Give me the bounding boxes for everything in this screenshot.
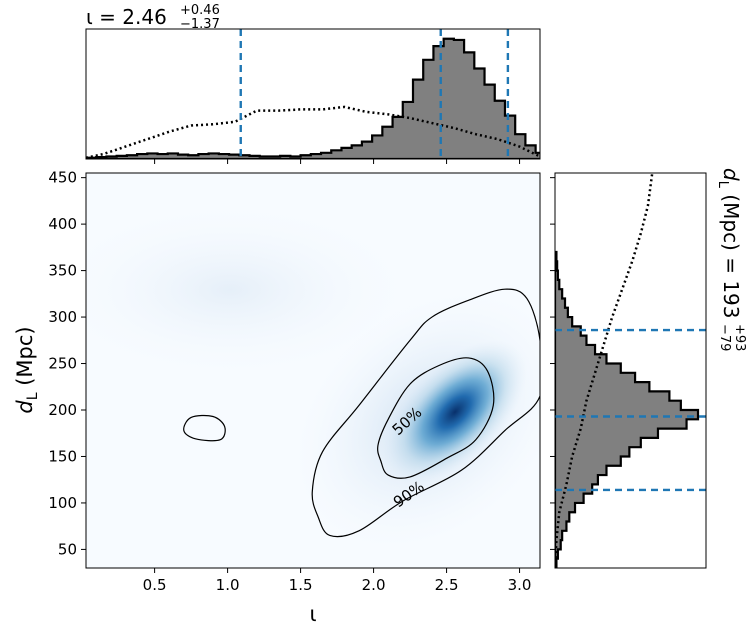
right-title-plus: +93 — [732, 324, 747, 351]
top-title-symbol: ι — [86, 5, 93, 29]
joint-xtick-label-1: 1.0 — [216, 576, 240, 594]
top-title: ι = 2.46 — [86, 5, 167, 29]
top-marginal-panel: ι = 2.46 +0.46 −1.37 — [85, 3, 541, 164]
top-title-minus: −1.37 — [180, 17, 220, 32]
top-histogram — [86, 37, 540, 159]
right-title-minus: −79 — [717, 324, 732, 351]
joint-ytick-label-4: 250 — [48, 355, 77, 373]
right-panel-frame — [554, 172, 707, 569]
joint-ytick-label-2: 150 — [48, 447, 77, 465]
joint-ytick-label-5: 300 — [48, 308, 77, 326]
joint-ytick-label-1: 100 — [48, 494, 77, 512]
right-histogram — [555, 250, 700, 568]
joint-ytick-label-3: 200 — [48, 401, 77, 419]
joint-xtick-label-4: 2.5 — [435, 576, 459, 594]
joint-panel: 50% 90% 0.5 1.0 1.5 2.0 2.5 3.0 5010015020025… — [13, 169, 541, 626]
joint-ytick-label-7: 400 — [48, 215, 77, 233]
right-prior-curve — [555, 173, 654, 568]
joint-ylabel: dL (Mpc) — [13, 326, 41, 413]
joint-xtick-label-2: 1.5 — [289, 576, 313, 594]
joint-ytick-label-8: 450 — [48, 169, 77, 187]
contour-90 — [311, 288, 540, 538]
contour-50 — [377, 357, 495, 479]
joint-xtick-label-3: 2.0 — [362, 576, 386, 594]
right-title: dL (Mpc) = 193 +93 −79 — [715, 168, 747, 351]
joint-ytick-label-6: 350 — [48, 262, 77, 280]
joint-frame — [85, 172, 541, 569]
density-map — [86, 200, 540, 549]
joint-xtick-label-0: 0.5 — [143, 576, 167, 594]
right-title-text: dL (Mpc) = 193 — [715, 168, 743, 319]
contour-island — [183, 414, 226, 442]
top-panel-frame — [85, 28, 541, 160]
top-title-median: 2.46 — [122, 5, 167, 29]
density-peak — [382, 339, 528, 485]
joint-xlabel: ι — [309, 602, 316, 626]
joint-ytick-label-0: 50 — [58, 540, 77, 558]
right-marginal-panel: dL (Mpc) = 193 +93 −79 — [550, 168, 747, 569]
joint-xtick-label-5: 3.0 — [508, 576, 532, 594]
top-title-plus: +0.46 — [180, 3, 220, 18]
top-prior-curve — [86, 105, 540, 159]
